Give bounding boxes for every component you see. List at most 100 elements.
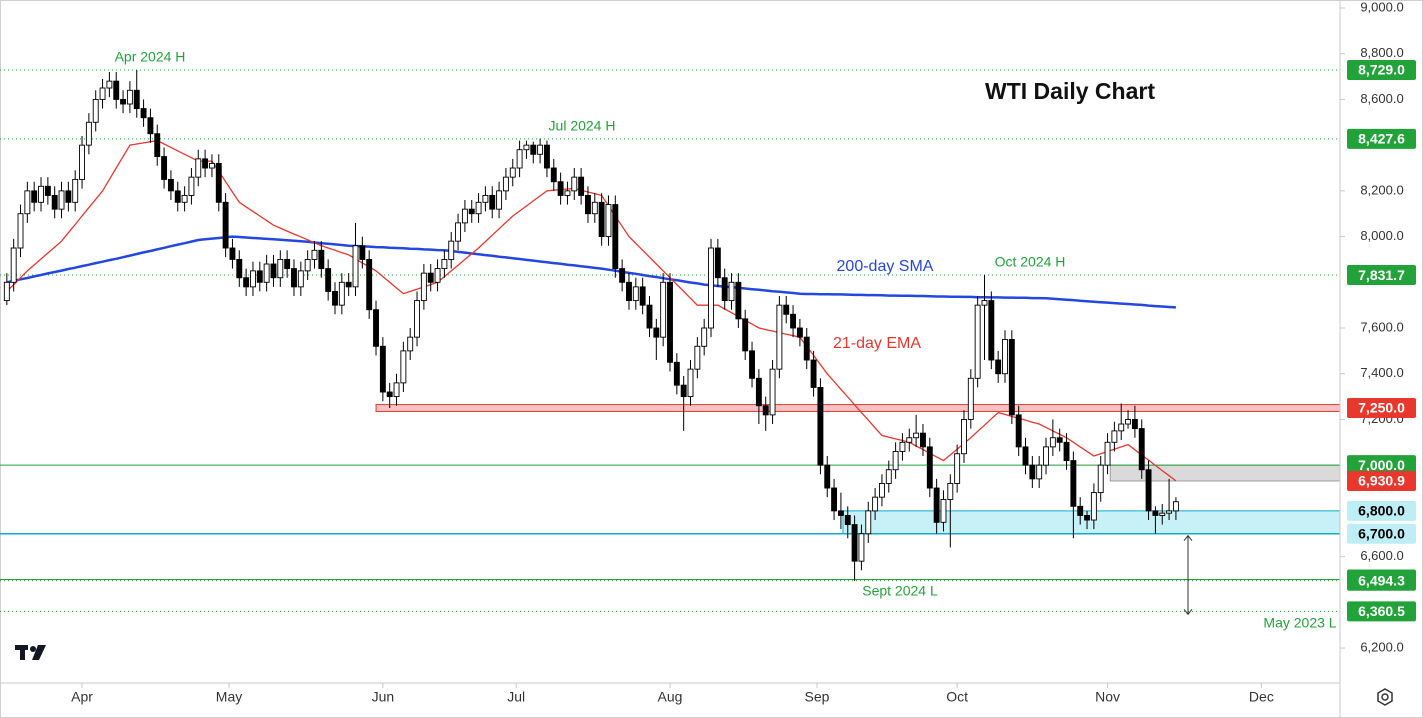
candle-body	[468, 208, 475, 215]
candle-body	[591, 201, 598, 215]
candle-body	[1029, 464, 1036, 480]
x-tick-label: Jun	[372, 689, 395, 705]
candle-body	[502, 176, 509, 192]
candle-body	[742, 318, 749, 352]
candle-body	[448, 240, 455, 260]
candle-body	[113, 80, 120, 100]
candle-body	[65, 190, 72, 203]
price-badge-label: 7,831.7	[1358, 267, 1405, 283]
candle-body	[188, 176, 195, 196]
candle-body	[892, 450, 899, 471]
candle-body	[489, 194, 496, 210]
candle-body	[1022, 446, 1029, 466]
candle-body	[796, 327, 803, 338]
candle-body	[667, 281, 673, 363]
candle-body	[441, 258, 448, 270]
candle-body	[256, 270, 263, 283]
candle-body	[550, 167, 557, 183]
candle-body	[585, 194, 591, 215]
candle-body	[530, 144, 537, 155]
candle-body	[810, 359, 817, 388]
y-tick-label: 8,000.0	[1360, 228, 1403, 243]
candle-body	[161, 156, 168, 180]
candle-body	[1015, 414, 1022, 448]
candle-body	[537, 144, 544, 155]
candle-body	[626, 281, 632, 302]
y-tick-label: 7,600.0	[1360, 319, 1403, 334]
candle-body	[571, 176, 578, 192]
candle-body	[140, 108, 147, 119]
candle-body	[154, 133, 161, 158]
price-badge-label: 8,729.0	[1358, 62, 1405, 78]
candle-body	[318, 249, 325, 270]
candle-body	[1049, 437, 1056, 448]
logo	[15, 645, 46, 660]
x-tick-label: Apr	[71, 689, 93, 705]
candle-body	[605, 204, 612, 238]
candle-body	[749, 350, 755, 379]
candle-body	[673, 361, 680, 386]
candle-body	[660, 281, 667, 338]
price-badge-label: 6,800.0	[1358, 503, 1405, 519]
candle-body	[926, 446, 933, 489]
candle-body	[420, 272, 427, 302]
candle-body	[837, 510, 844, 516]
candle-body	[981, 300, 988, 306]
price-badge	[1347, 265, 1416, 286]
candle-body	[202, 158, 209, 169]
candle-body	[653, 327, 660, 338]
candle-body	[612, 204, 619, 270]
price-badge	[1347, 398, 1416, 419]
candle-body	[1104, 441, 1111, 466]
candle-body	[1036, 464, 1043, 480]
settings-icon[interactable]	[1377, 688, 1393, 706]
candle-body	[1063, 441, 1070, 462]
candle-body	[714, 247, 721, 279]
candle-body	[913, 432, 920, 439]
candle-body	[44, 185, 51, 196]
candle-body	[1118, 423, 1125, 432]
candle-body	[414, 300, 420, 338]
candle-body	[687, 368, 694, 398]
candle-body	[899, 441, 906, 452]
candle-body	[701, 327, 708, 347]
candle-body	[639, 286, 646, 306]
candle-body	[817, 386, 824, 466]
x-tick-label: Jul	[507, 689, 525, 705]
candle-body	[270, 263, 277, 279]
candle-body	[208, 162, 215, 169]
candle-body	[1125, 418, 1132, 425]
candle-body	[427, 272, 434, 283]
candle-body	[284, 258, 291, 270]
x-tick-label: May	[216, 689, 242, 705]
candle-body	[646, 304, 653, 329]
candle-body	[291, 268, 297, 288]
candle-body	[195, 158, 202, 178]
candle-body	[338, 281, 345, 306]
candle-body	[38, 185, 44, 203]
candle-body	[133, 89, 140, 110]
candle-body	[755, 377, 762, 407]
y-tick-label: 8,600.0	[1360, 91, 1403, 106]
candle-body	[865, 510, 872, 535]
sma-label: 200-day SMA	[837, 258, 934, 275]
candle-body	[933, 487, 940, 523]
candle-body	[831, 487, 838, 512]
candle-body	[243, 277, 250, 288]
candle-body	[366, 258, 373, 311]
y-tick-label: 6,200.0	[1360, 639, 1403, 654]
candle-body	[373, 309, 379, 347]
y-tick-label: 8,200.0	[1360, 182, 1403, 197]
candle-body	[1084, 515, 1090, 521]
candle-body	[967, 377, 974, 420]
candle-body	[1002, 338, 1008, 375]
candle-body	[215, 162, 222, 203]
candle-body	[824, 464, 831, 489]
price-badge-label: 6,494.3	[1358, 572, 1405, 588]
candle-body	[1145, 469, 1152, 512]
candle-body	[181, 194, 188, 203]
candle-body	[783, 304, 790, 315]
candle-body	[516, 149, 523, 169]
candle-body	[24, 190, 31, 215]
candle-body	[1090, 492, 1097, 521]
